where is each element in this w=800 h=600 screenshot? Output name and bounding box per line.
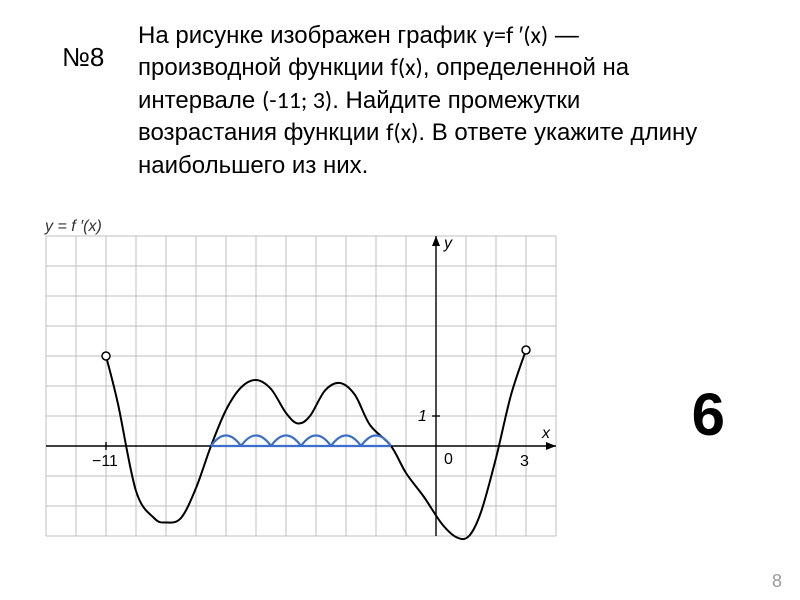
slide-number: 8 (772, 571, 782, 592)
svg-text:1: 1 (418, 408, 427, 425)
answer-value: 6 (692, 380, 725, 449)
chart: 1 0 −11 3x y (40, 230, 562, 547)
problem-number: №8 (62, 42, 104, 73)
function-expr: y=f ′(x) (483, 21, 548, 50)
problem-text: На рисунке изображен график y=f ′(x) — п… (138, 20, 698, 182)
chart-svg: 1 0 −11 3x y (40, 230, 562, 542)
svg-text:x: x (541, 425, 551, 442)
function-expr: f(x) (386, 118, 418, 147)
svg-text:y: y (443, 235, 453, 252)
svg-text:3: 3 (520, 453, 529, 470)
interval: (-11; 3) (262, 86, 332, 115)
svg-text:0: 0 (444, 451, 453, 468)
text-part: На рисунке изображен график (138, 22, 483, 49)
slide: №8 На рисунке изображен график y=f ′(x) … (0, 0, 800, 600)
svg-text:−11: −11 (92, 453, 118, 470)
function-expr: f(x) (391, 53, 423, 82)
